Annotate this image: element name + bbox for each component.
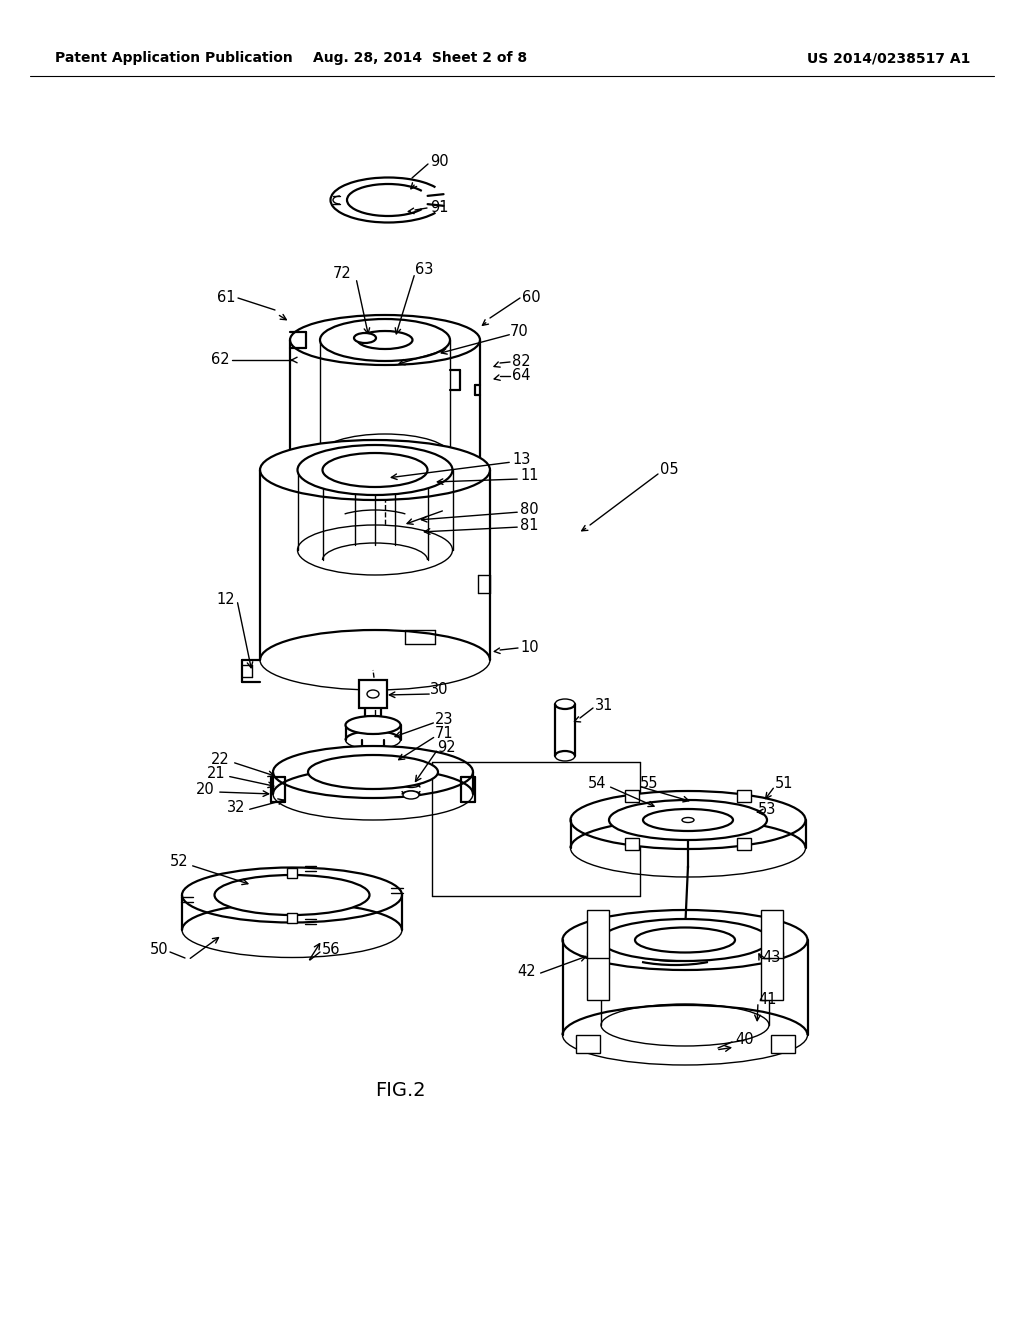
Ellipse shape bbox=[273, 746, 473, 799]
Ellipse shape bbox=[682, 817, 694, 822]
Text: Aug. 28, 2014  Sheet 2 of 8: Aug. 28, 2014 Sheet 2 of 8 bbox=[313, 51, 527, 65]
Ellipse shape bbox=[182, 867, 402, 923]
Text: 80: 80 bbox=[520, 503, 539, 517]
Bar bbox=[626, 838, 639, 850]
Text: 51: 51 bbox=[775, 776, 794, 792]
Bar bbox=[761, 952, 782, 1001]
Bar bbox=[359, 680, 387, 708]
Bar bbox=[287, 912, 297, 923]
Ellipse shape bbox=[562, 909, 808, 970]
Bar bbox=[737, 791, 751, 803]
Text: US 2014/0238517 A1: US 2014/0238517 A1 bbox=[807, 51, 970, 65]
Text: 13: 13 bbox=[512, 453, 530, 467]
Bar bbox=[588, 909, 609, 958]
Bar bbox=[761, 909, 782, 958]
Text: 43: 43 bbox=[762, 950, 780, 965]
Text: 55: 55 bbox=[640, 776, 658, 792]
Text: FIG.2: FIG.2 bbox=[375, 1081, 425, 1100]
Text: 61: 61 bbox=[217, 290, 236, 305]
Text: 63: 63 bbox=[415, 263, 433, 277]
Text: 31: 31 bbox=[595, 698, 613, 714]
Ellipse shape bbox=[354, 333, 376, 343]
Text: 64: 64 bbox=[512, 368, 530, 384]
Ellipse shape bbox=[403, 791, 419, 799]
Text: 54: 54 bbox=[588, 776, 606, 792]
Text: 32: 32 bbox=[226, 800, 245, 816]
Text: 71: 71 bbox=[435, 726, 454, 742]
Ellipse shape bbox=[214, 875, 370, 915]
Text: 20: 20 bbox=[197, 783, 215, 797]
Ellipse shape bbox=[323, 453, 427, 487]
Ellipse shape bbox=[357, 331, 413, 348]
Ellipse shape bbox=[609, 800, 767, 840]
Bar bbox=[737, 838, 751, 850]
Text: 52: 52 bbox=[169, 854, 188, 870]
Bar bbox=[626, 791, 639, 803]
Ellipse shape bbox=[345, 715, 400, 734]
Text: 56: 56 bbox=[322, 942, 341, 957]
Ellipse shape bbox=[635, 928, 735, 953]
Bar bbox=[588, 952, 609, 1001]
Ellipse shape bbox=[260, 440, 490, 500]
Text: 60: 60 bbox=[522, 290, 541, 305]
Text: 81: 81 bbox=[520, 517, 539, 532]
Text: 92: 92 bbox=[437, 741, 456, 755]
Text: 22: 22 bbox=[211, 752, 230, 767]
Ellipse shape bbox=[570, 791, 806, 849]
Text: 30: 30 bbox=[430, 682, 449, 697]
Ellipse shape bbox=[643, 809, 733, 832]
Text: 23: 23 bbox=[435, 713, 454, 727]
Text: 90: 90 bbox=[430, 154, 449, 169]
Ellipse shape bbox=[298, 445, 453, 495]
Bar bbox=[575, 1035, 599, 1053]
Text: 42: 42 bbox=[517, 965, 536, 979]
Ellipse shape bbox=[367, 690, 379, 698]
Text: 70: 70 bbox=[510, 325, 528, 339]
Ellipse shape bbox=[319, 319, 450, 360]
Text: 41: 41 bbox=[758, 993, 776, 1007]
Text: Patent Application Publication: Patent Application Publication bbox=[55, 51, 293, 65]
Text: 72: 72 bbox=[333, 267, 352, 281]
Ellipse shape bbox=[601, 919, 769, 961]
Bar bbox=[770, 1035, 795, 1053]
Text: 10: 10 bbox=[520, 640, 539, 656]
Text: 82: 82 bbox=[512, 355, 530, 370]
Text: 21: 21 bbox=[207, 767, 225, 781]
Ellipse shape bbox=[290, 315, 480, 366]
Text: 62: 62 bbox=[211, 352, 230, 367]
Bar bbox=[287, 867, 297, 878]
Text: 91: 91 bbox=[430, 201, 449, 215]
Text: 12: 12 bbox=[216, 593, 234, 607]
Text: 53: 53 bbox=[758, 803, 776, 817]
Text: 05: 05 bbox=[660, 462, 679, 478]
Text: 50: 50 bbox=[150, 942, 168, 957]
Text: 11: 11 bbox=[520, 469, 539, 483]
Text: 40: 40 bbox=[735, 1032, 754, 1048]
Ellipse shape bbox=[308, 755, 438, 789]
